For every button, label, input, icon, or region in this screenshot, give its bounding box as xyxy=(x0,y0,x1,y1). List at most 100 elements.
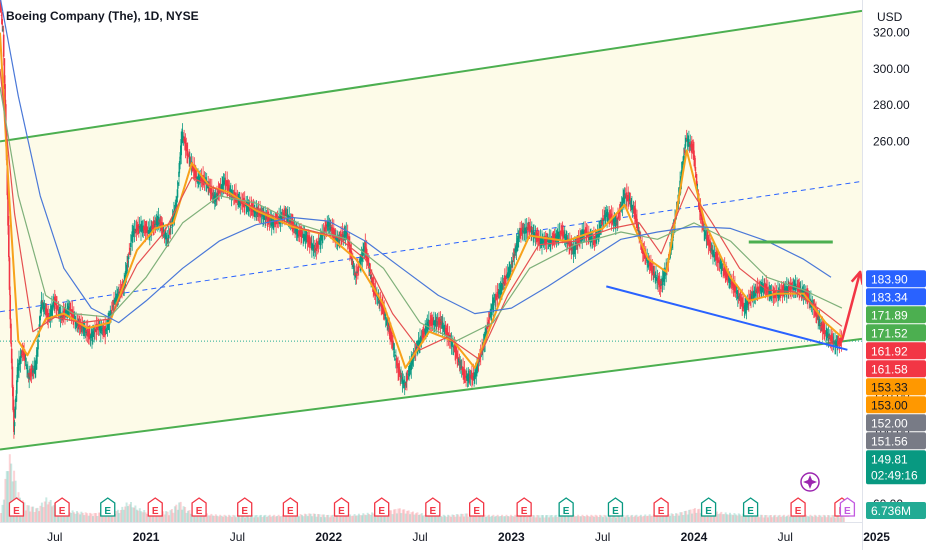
earnings-marker[interactable]: E xyxy=(54,497,70,517)
candle-body xyxy=(650,263,653,272)
volume-bar xyxy=(571,516,574,522)
candle-body xyxy=(735,291,738,293)
falling-trend-line[interactable] xyxy=(606,285,848,351)
candle-body xyxy=(458,359,460,363)
price-tag[interactable]: 151.56 xyxy=(866,432,926,450)
candle-body xyxy=(759,286,762,292)
candle-body xyxy=(51,304,53,316)
volume-tag[interactable]: 6.736M xyxy=(866,502,926,519)
moving-average-line-1[interactable] xyxy=(0,32,843,369)
volume-bar xyxy=(195,513,198,522)
volume-bar xyxy=(65,512,68,522)
projection-arrow[interactable] xyxy=(840,271,862,342)
price-tag[interactable]: 171.52 xyxy=(866,324,926,342)
volume-bar xyxy=(140,511,143,522)
price-tag[interactable]: 149.81 02:49:16 xyxy=(866,450,926,485)
channel-lower-line[interactable] xyxy=(0,337,862,451)
volume-bar xyxy=(474,514,477,522)
volume-bar xyxy=(658,515,661,522)
volume-bar xyxy=(822,514,825,522)
volume-bar xyxy=(429,514,432,522)
moving-average-line-4[interactable] xyxy=(0,0,832,324)
price-tag[interactable]: 183.90 xyxy=(866,270,926,288)
plot-area[interactable]: EEEEEEEEEEEEEEEEEEEE xyxy=(0,0,863,522)
earnings-marker[interactable]: E xyxy=(374,497,390,517)
candle-body xyxy=(818,319,821,327)
earnings-marker[interactable]: E xyxy=(516,497,532,517)
price-tag[interactable]: 171.89 xyxy=(866,306,926,324)
candle-body xyxy=(182,136,185,138)
volume-bar xyxy=(73,512,76,522)
volume-bar xyxy=(173,506,176,522)
channel-mid-dashed-line[interactable] xyxy=(0,180,862,313)
candle-body xyxy=(630,200,632,208)
earnings-marker[interactable]: E xyxy=(839,497,856,517)
volume-bar xyxy=(426,515,429,522)
volume-bar xyxy=(431,516,433,522)
volume-bar xyxy=(417,515,420,522)
candle-body xyxy=(95,324,98,332)
candle-body xyxy=(402,380,404,383)
volume-bar xyxy=(30,506,33,522)
price-tag[interactable]: 161.92 xyxy=(866,342,926,360)
earnings-marker[interactable]: E xyxy=(700,497,717,517)
candle-body xyxy=(370,275,372,279)
volume-bar xyxy=(365,515,368,522)
volume-bar xyxy=(128,504,131,522)
earnings-marker[interactable]: E xyxy=(607,497,624,517)
earnings-marker[interactable]: E xyxy=(100,497,116,517)
volume-bar xyxy=(745,516,748,522)
volume-bar xyxy=(340,514,343,522)
price-tag[interactable]: 152.00 xyxy=(866,414,926,432)
volume-bar xyxy=(809,514,812,522)
earnings-marker[interactable]: E xyxy=(333,497,350,517)
volume-bar xyxy=(546,515,549,522)
candle-body xyxy=(648,262,651,266)
volume-bar xyxy=(175,504,178,522)
earnings-marker[interactable]: E xyxy=(653,497,669,517)
earnings-marker[interactable]: E xyxy=(742,497,759,517)
candle-body xyxy=(693,155,696,167)
candle-body xyxy=(734,284,736,292)
earnings-marker[interactable]: E xyxy=(790,497,806,517)
earnings-marker[interactable]: E xyxy=(147,497,163,517)
volume-bar xyxy=(469,513,471,522)
volume-bar xyxy=(238,515,241,522)
earnings-marker[interactable]: E xyxy=(469,497,485,517)
price-tag[interactable]: 161.58 xyxy=(866,360,926,378)
earnings-marker[interactable]: E xyxy=(237,497,253,517)
earnings-marker[interactable]: E xyxy=(191,497,207,517)
channel-upper-line[interactable] xyxy=(0,9,862,143)
volume-bar xyxy=(558,515,561,522)
ai-assistant-icon[interactable] xyxy=(800,472,820,492)
currency-label[interactable]: USD xyxy=(877,10,903,24)
volume-bar xyxy=(216,515,219,522)
volume-bar xyxy=(620,515,623,522)
earnings-marker[interactable]: E xyxy=(282,497,299,517)
earnings-marker[interactable]: E xyxy=(8,497,25,517)
candle-body xyxy=(166,238,169,244)
volume-bar xyxy=(260,514,263,522)
price-tag[interactable]: 153.00 xyxy=(866,396,926,414)
volume-bar xyxy=(708,513,711,522)
volume-bar xyxy=(818,514,821,522)
candle-body xyxy=(512,260,514,262)
earnings-marker[interactable]: E xyxy=(558,497,574,517)
volume-bar xyxy=(816,516,819,522)
price-tag[interactable]: 183.34 xyxy=(866,288,926,306)
earnings-badge xyxy=(100,497,116,517)
volume-bar xyxy=(565,516,568,522)
volume-bar xyxy=(594,514,597,522)
price-tag[interactable]: 153.33 xyxy=(866,378,926,396)
volume-bar xyxy=(824,515,826,522)
candle-body xyxy=(531,229,533,234)
earnings-marker[interactable]: E xyxy=(425,497,441,517)
moving-average-line-3[interactable] xyxy=(0,86,843,342)
volume-bar xyxy=(39,505,42,522)
volume-bar xyxy=(556,517,559,522)
volume-bar xyxy=(121,506,124,522)
volume-bar xyxy=(470,513,473,522)
moving-average-line-2[interactable] xyxy=(0,68,843,360)
